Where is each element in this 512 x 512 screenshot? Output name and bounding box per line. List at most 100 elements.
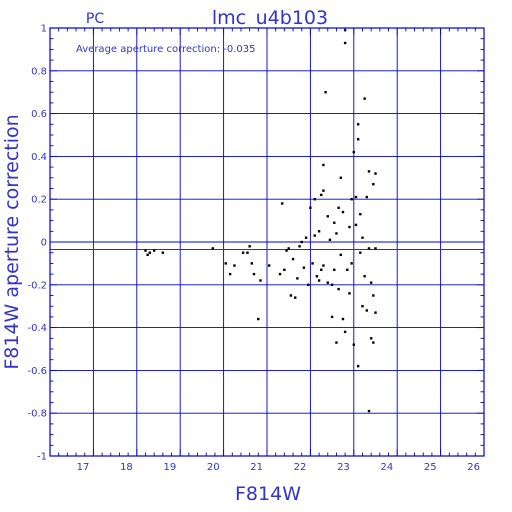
data-point bbox=[372, 341, 375, 344]
data-point bbox=[300, 240, 303, 244]
data-point bbox=[335, 341, 338, 344]
x-axis-label: F814W bbox=[235, 483, 301, 505]
data-point bbox=[317, 279, 321, 282]
data-point bbox=[315, 275, 319, 278]
data-point bbox=[257, 317, 260, 321]
y-tick-label: -0.6 bbox=[27, 366, 47, 377]
y-tick-label: 0.4 bbox=[31, 152, 47, 163]
data-point bbox=[363, 97, 366, 100]
data-point bbox=[350, 262, 353, 265]
data-point bbox=[356, 138, 360, 141]
data-point bbox=[224, 262, 227, 265]
data-point bbox=[233, 264, 236, 267]
data-points bbox=[144, 28, 377, 413]
x-tick-label: 24 bbox=[380, 462, 393, 473]
x-tick-label: 20 bbox=[207, 462, 220, 473]
data-point bbox=[348, 292, 351, 295]
data-point bbox=[267, 264, 271, 267]
data-point bbox=[374, 247, 377, 250]
data-point bbox=[330, 283, 334, 286]
x-tick-label: 17 bbox=[77, 462, 90, 473]
data-point bbox=[259, 279, 262, 282]
data-point bbox=[333, 221, 336, 224]
data-point bbox=[278, 272, 282, 276]
x-tick-label: 25 bbox=[424, 462, 437, 473]
data-point bbox=[352, 343, 355, 346]
x-tick-label: 23 bbox=[337, 462, 350, 473]
data-point bbox=[320, 193, 323, 197]
y-axis-label: F814W aperture correction bbox=[1, 114, 23, 369]
y-tick-label: -0.4 bbox=[27, 323, 47, 334]
data-point bbox=[372, 294, 375, 297]
data-point bbox=[152, 249, 156, 252]
data-point bbox=[359, 212, 362, 216]
data-point bbox=[311, 262, 314, 265]
data-point bbox=[285, 249, 288, 252]
data-point bbox=[372, 183, 375, 186]
data-point bbox=[144, 249, 147, 252]
data-point bbox=[289, 294, 293, 297]
data-point bbox=[365, 309, 369, 312]
data-point bbox=[322, 189, 325, 192]
data-point bbox=[211, 247, 214, 250]
data-point bbox=[326, 215, 329, 218]
data-point bbox=[304, 236, 308, 239]
y-tick-label: -0.8 bbox=[27, 409, 47, 420]
data-point bbox=[283, 268, 286, 272]
data-point bbox=[346, 268, 349, 272]
corner-label: PC bbox=[86, 11, 104, 27]
data-point bbox=[359, 251, 362, 254]
data-point bbox=[352, 150, 355, 154]
data-point bbox=[365, 195, 369, 199]
data-point bbox=[307, 283, 310, 286]
data-point bbox=[354, 223, 358, 227]
data-point bbox=[361, 236, 364, 239]
x-tick-label: 18 bbox=[120, 462, 133, 473]
data-point bbox=[367, 247, 371, 250]
data-point bbox=[369, 337, 373, 340]
data-point bbox=[341, 210, 345, 214]
data-point bbox=[343, 41, 347, 45]
x-tick-labels: 17 18 19 20 21 22 23 24 25 26 bbox=[77, 462, 480, 473]
data-point bbox=[322, 264, 325, 267]
data-point bbox=[228, 272, 232, 276]
data-point bbox=[241, 251, 245, 254]
data-point bbox=[356, 123, 360, 126]
data-point bbox=[322, 163, 325, 167]
y-tick-label: -0.2 bbox=[27, 280, 47, 291]
y-tick-label: -1 bbox=[37, 452, 47, 463]
y-tick-labels: -1 -0.8 -0.6 -0.4 -0.2 0 0.2 0.4 0.6 0.8 1 bbox=[27, 24, 47, 463]
data-point bbox=[350, 198, 353, 201]
axis-ticks bbox=[49, 27, 485, 457]
data-point bbox=[309, 206, 312, 209]
data-point bbox=[367, 409, 371, 413]
x-tick-label: 26 bbox=[467, 462, 480, 473]
data-point bbox=[374, 311, 377, 314]
data-point bbox=[252, 272, 256, 276]
chart-title: lmc_u4b103 bbox=[212, 7, 328, 29]
data-point bbox=[291, 257, 295, 261]
data-point bbox=[337, 206, 340, 209]
data-point bbox=[246, 251, 249, 254]
data-point bbox=[328, 238, 332, 242]
y-tick-label: 0.8 bbox=[31, 66, 47, 77]
x-tick-label: 21 bbox=[250, 462, 263, 473]
data-point bbox=[248, 245, 251, 248]
average-correction-annotation: Average aperture correction: -0.035 bbox=[76, 44, 256, 55]
data-point bbox=[317, 230, 321, 233]
data-point bbox=[348, 225, 351, 229]
data-point bbox=[320, 268, 323, 272]
data-point bbox=[298, 245, 301, 248]
data-point bbox=[343, 330, 347, 334]
y-tick-label: 0 bbox=[41, 238, 47, 249]
data-point bbox=[280, 202, 284, 205]
data-point bbox=[333, 268, 336, 272]
data-point bbox=[335, 232, 338, 235]
data-point bbox=[369, 281, 373, 284]
data-point bbox=[341, 317, 345, 321]
data-point bbox=[339, 253, 342, 257]
data-point bbox=[361, 305, 364, 308]
data-point bbox=[296, 277, 299, 280]
data-point bbox=[326, 281, 329, 284]
